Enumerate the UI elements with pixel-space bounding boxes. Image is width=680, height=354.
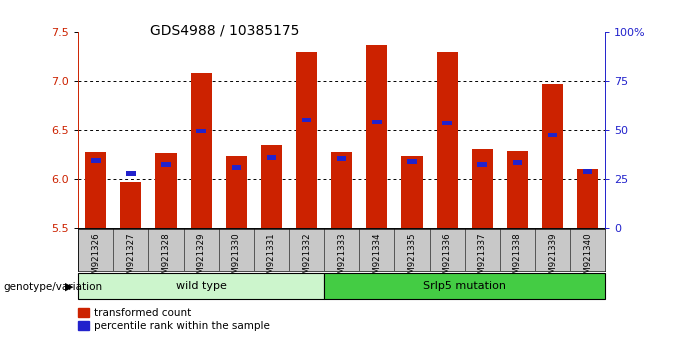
Text: GSM921336: GSM921336 <box>443 232 452 285</box>
Bar <box>120 182 141 228</box>
Bar <box>372 120 381 125</box>
Bar <box>190 73 211 228</box>
Bar <box>472 149 493 228</box>
Text: wild type: wild type <box>175 281 226 291</box>
Bar <box>126 171 135 176</box>
Bar <box>401 156 422 228</box>
Bar <box>267 155 276 160</box>
Bar <box>232 165 241 170</box>
Text: GSM921340: GSM921340 <box>583 232 592 285</box>
Text: GSM921330: GSM921330 <box>232 232 241 285</box>
Bar <box>477 162 487 167</box>
Bar <box>197 129 206 133</box>
Text: GSM921338: GSM921338 <box>513 232 522 285</box>
Bar <box>161 162 171 167</box>
Text: ▶: ▶ <box>65 282 73 292</box>
Text: GSM921331: GSM921331 <box>267 232 276 285</box>
Text: GSM921326: GSM921326 <box>91 232 100 285</box>
Text: GDS4988 / 10385175: GDS4988 / 10385175 <box>150 23 299 37</box>
Bar <box>583 169 592 173</box>
Text: Srlp5 mutation: Srlp5 mutation <box>423 281 506 291</box>
Legend: transformed count, percentile rank within the sample: transformed count, percentile rank withi… <box>78 308 270 331</box>
Bar <box>367 45 388 228</box>
Bar <box>437 52 458 228</box>
Bar <box>337 156 346 161</box>
Bar <box>78 273 324 299</box>
Text: GSM921335: GSM921335 <box>407 232 416 285</box>
Text: GSM921337: GSM921337 <box>478 232 487 285</box>
Bar <box>548 133 557 137</box>
Bar <box>261 145 282 228</box>
Bar <box>542 84 563 228</box>
Bar <box>507 151 528 228</box>
Text: GSM921328: GSM921328 <box>162 232 171 285</box>
Bar <box>156 153 177 228</box>
Text: GSM921332: GSM921332 <box>302 232 311 285</box>
Text: genotype/variation: genotype/variation <box>3 282 103 292</box>
Bar <box>331 152 352 228</box>
Bar <box>577 170 598 228</box>
Bar <box>85 152 106 228</box>
Text: GSM921327: GSM921327 <box>126 232 135 285</box>
Text: GSM921333: GSM921333 <box>337 232 346 285</box>
Bar <box>296 52 317 228</box>
Text: GSM921334: GSM921334 <box>373 232 381 285</box>
Bar <box>407 159 417 164</box>
Text: GSM921339: GSM921339 <box>548 232 557 285</box>
Bar <box>226 156 247 228</box>
Text: GSM921329: GSM921329 <box>197 232 205 285</box>
Bar <box>443 121 452 125</box>
Bar <box>324 273 605 299</box>
Bar <box>513 160 522 165</box>
Bar <box>302 118 311 122</box>
Bar <box>91 158 101 163</box>
